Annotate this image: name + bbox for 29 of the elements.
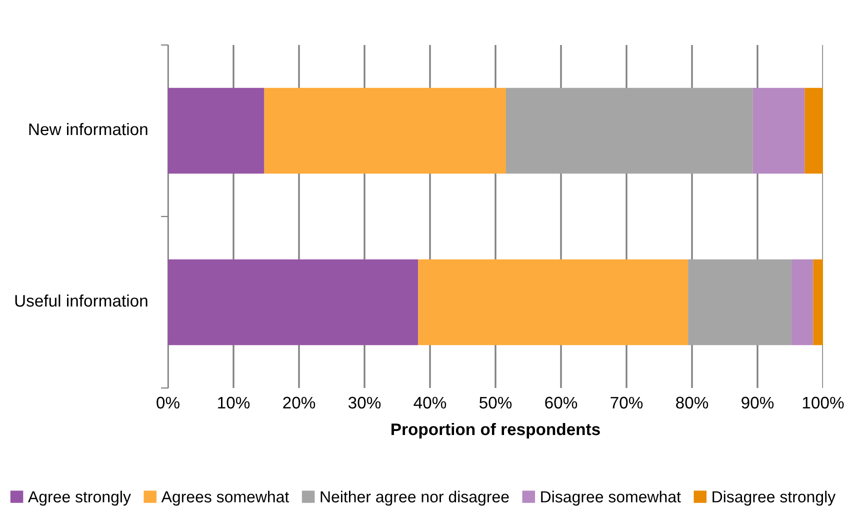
bar bbox=[752, 88, 805, 174]
x-tick-label: 50% bbox=[479, 396, 512, 409]
x-tick-label: 90% bbox=[742, 396, 774, 409]
bar bbox=[418, 259, 688, 346]
x-tick-label: 30% bbox=[348, 396, 381, 409]
bar bbox=[688, 259, 792, 346]
bar bbox=[264, 88, 506, 174]
x-tick-label: 60% bbox=[545, 396, 578, 409]
legend-label: Agree strongly bbox=[28, 490, 131, 506]
y-tick-label: New information bbox=[29, 122, 148, 136]
bar bbox=[168, 259, 418, 346]
x-tick-label: 40% bbox=[414, 396, 446, 409]
legend-label: Agrees somewhat bbox=[161, 490, 290, 506]
x-axis-title: Proportion of respondents bbox=[392, 422, 600, 439]
x-tick-label: 0% bbox=[156, 396, 180, 409]
bar bbox=[792, 259, 814, 346]
x-tick-label: 10% bbox=[218, 396, 250, 409]
bar bbox=[804, 88, 823, 174]
bar bbox=[813, 259, 823, 346]
x-tick-label: 70% bbox=[610, 396, 643, 409]
legend-label: Neither agree nor disagree bbox=[320, 490, 509, 506]
x-tick-label: 80% bbox=[676, 396, 708, 409]
x-tick-label: 20% bbox=[283, 396, 316, 409]
legend-label: Disagree somewhat bbox=[541, 490, 681, 506]
y-tick-label: Useful information bbox=[15, 294, 148, 307]
x-tick-label: 100% bbox=[802, 396, 844, 409]
bar bbox=[168, 88, 264, 174]
legend-label: Disagree strongly bbox=[712, 490, 836, 506]
bar bbox=[506, 88, 753, 174]
